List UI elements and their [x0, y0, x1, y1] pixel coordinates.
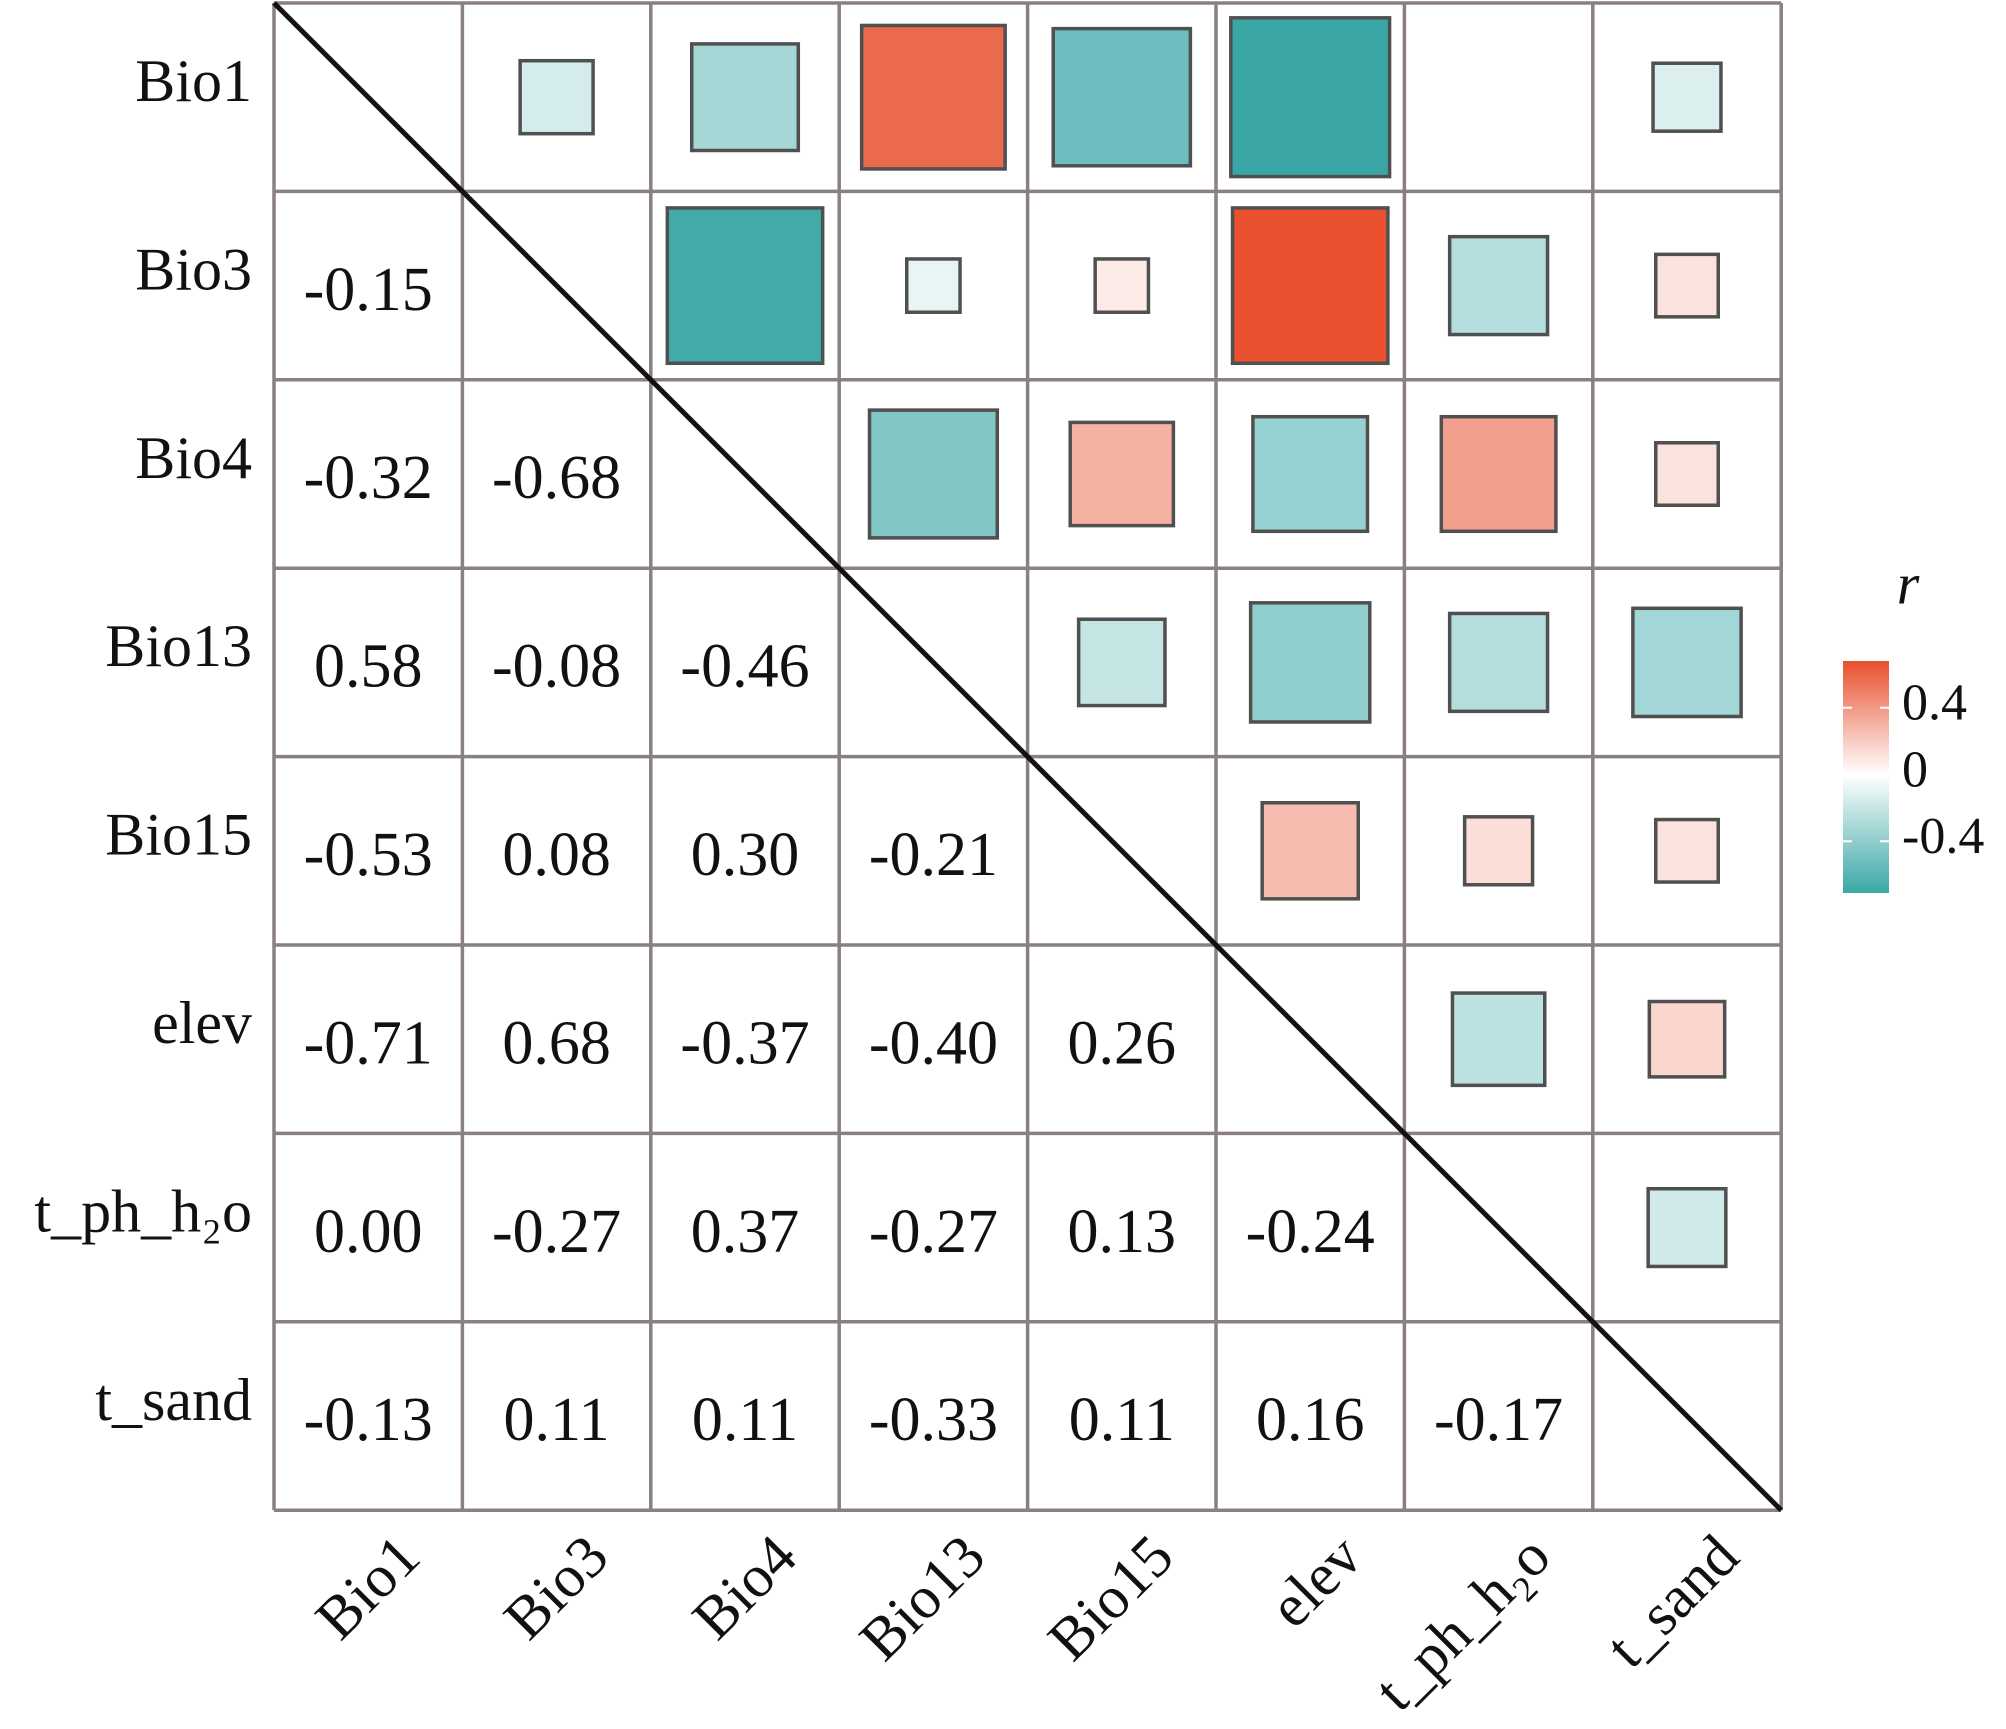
value-label: -0.21: [869, 821, 998, 889]
value-label: -0.08: [492, 633, 621, 701]
value-label: -0.13: [304, 1386, 433, 1454]
corr-square: [689, 42, 801, 153]
value-label: -0.17: [1434, 1386, 1563, 1454]
row-label: t_ph_h₂o: [34, 1178, 252, 1244]
value-label: -0.27: [869, 1198, 998, 1266]
row-label: t_sand: [95, 1367, 252, 1433]
corr-square: [1646, 1187, 1728, 1269]
value-label: -0.27: [492, 1198, 621, 1266]
corr-square: [1654, 441, 1720, 507]
colorbar-tick-label: 0.4: [1902, 675, 1967, 732]
colorbar-tick-label: 0: [1902, 741, 1928, 798]
corr-square: [1647, 999, 1727, 1079]
colorbar: [1843, 661, 1889, 893]
value-label: 0.11: [692, 1386, 798, 1454]
value-label: -0.24: [1246, 1198, 1375, 1266]
corr-square: [1248, 601, 1372, 724]
corr-square: [1654, 817, 1720, 884]
corr-square: [1447, 234, 1550, 337]
value-label: -0.46: [680, 633, 809, 701]
row-label: Bio13: [105, 613, 252, 679]
corr-square: [1230, 206, 1390, 366]
value-label: 0.11: [1069, 1386, 1175, 1454]
column-label: t_sand: [1593, 1522, 1750, 1679]
row-label: Bio4: [135, 425, 252, 491]
value-label: 0.37: [691, 1198, 800, 1266]
corr-square: [1251, 414, 1370, 534]
column-label: Bio4: [680, 1522, 809, 1651]
column-label: Bio1: [303, 1522, 432, 1651]
value-label: 0.08: [502, 821, 611, 889]
corr-square: [1093, 257, 1151, 314]
value-label: -0.33: [869, 1386, 998, 1454]
corr-square: [1631, 606, 1743, 719]
row-label: Bio1: [135, 48, 252, 114]
value-label: -0.68: [492, 444, 621, 512]
corr-square: [1260, 801, 1360, 901]
value-label: 0.26: [1068, 1009, 1177, 1077]
column-label: elev: [1257, 1522, 1374, 1639]
value-label: 0.58: [314, 633, 423, 701]
corr-square: [1051, 26, 1193, 168]
corr-square: [859, 23, 1007, 171]
corr-square: [1462, 815, 1535, 887]
value-label: 0.00: [314, 1198, 423, 1266]
column-label: Bio3: [491, 1522, 620, 1651]
colorbar-tick-label: -0.4: [1902, 808, 1984, 865]
corr-square: [1229, 16, 1392, 179]
row-label: Bio3: [135, 236, 252, 302]
value-label: 0.68: [502, 1009, 611, 1077]
corr-square: [1450, 991, 1547, 1088]
value-label: -0.40: [869, 1009, 998, 1077]
value-label: -0.53: [304, 821, 433, 889]
column-label: Bio15: [1035, 1522, 1185, 1672]
value-label: 0.16: [1256, 1386, 1365, 1454]
value-label: 0.11: [503, 1386, 609, 1454]
corr-square: [1439, 414, 1558, 534]
corr-square: [1447, 611, 1550, 714]
row-label: Bio15: [105, 802, 252, 868]
diagonal: [272, 1, 1783, 1512]
row-label: elev: [152, 990, 252, 1056]
value-label: -0.15: [304, 256, 433, 324]
corr-square: [518, 58, 595, 136]
legend-title: r: [1897, 551, 1920, 616]
column-label: Bio13: [847, 1522, 997, 1672]
corr-square: [1076, 617, 1167, 708]
corr-square: [905, 257, 962, 314]
value-label: -0.37: [680, 1009, 809, 1077]
value-label: -0.71: [304, 1009, 433, 1077]
value-label: -0.32: [304, 444, 433, 512]
corr-square: [1068, 420, 1176, 528]
corr-square: [867, 408, 1000, 540]
column-label: t_ph_h₂o: [1362, 1522, 1563, 1723]
value-label: 0.13: [1068, 1198, 1177, 1266]
corr-square: [665, 206, 825, 366]
corr-square: [1654, 252, 1720, 319]
value-label: 0.30: [691, 821, 800, 889]
corr-square: [1651, 61, 1723, 133]
